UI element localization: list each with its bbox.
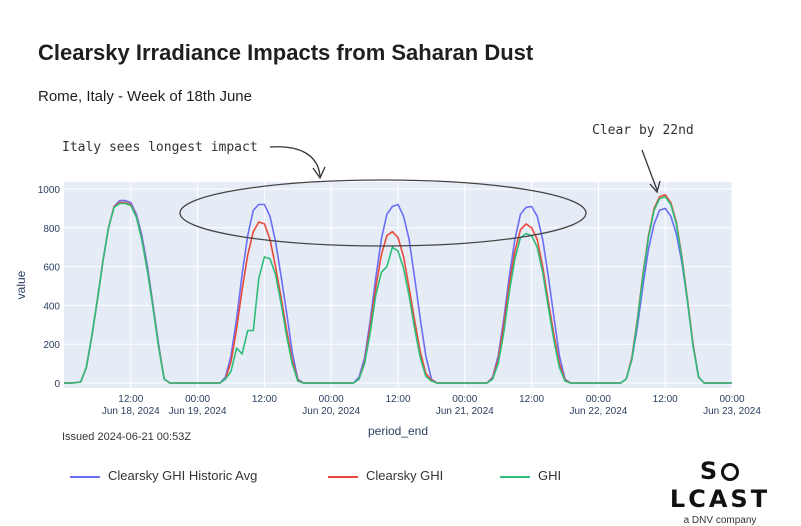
x-axis-label: period_end bbox=[368, 424, 428, 438]
logo-letter-s: S bbox=[699, 457, 721, 485]
chart-subtitle: Rome, Italy - Week of 18th June bbox=[38, 88, 252, 105]
legend-label-clearsky: Clearsky GHI bbox=[366, 468, 444, 483]
x-tick-label: 00:00 bbox=[319, 394, 344, 405]
issued-timestamp: Issued 2024-06-21 00:53Z bbox=[62, 431, 192, 443]
legend-swatch-ghi bbox=[500, 475, 530, 478]
x-tick-label: 00:00 bbox=[185, 394, 210, 405]
x-tick-date-label: Jun 21, 2024 bbox=[436, 406, 494, 417]
x-tick-date-label: Jun 19, 2024 bbox=[169, 406, 227, 417]
x-tick-label: 12:00 bbox=[385, 394, 410, 405]
y-tick-label: 200 bbox=[43, 340, 60, 351]
x-tick-label: 12:00 bbox=[653, 394, 678, 405]
y-tick-label: 0 bbox=[54, 379, 60, 390]
annotation-arrow-longest bbox=[269, 146, 321, 177]
x-tick-date-label: Jun 22, 2024 bbox=[569, 406, 627, 417]
x-tick-label: 00:00 bbox=[586, 394, 611, 405]
grid-lines bbox=[64, 182, 733, 388]
legend-item-clearsky[interactable]: Clearsky GHI bbox=[328, 468, 443, 483]
chart-title: Clearsky Irradiance Impacts from Saharan… bbox=[38, 40, 534, 65]
legend-item-historic[interactable]: Clearsky GHI Historic Avg bbox=[70, 468, 257, 483]
annotation-clear-by-22nd: Clear by 22nd bbox=[592, 123, 694, 138]
y-tick-labels: 0 200 400 600 800 1000 bbox=[38, 185, 61, 390]
x-tick-date-label: Jun 20, 2024 bbox=[302, 406, 360, 417]
legend-label-historic: Clearsky GHI Historic Avg bbox=[108, 468, 258, 483]
y-tick-label: 800 bbox=[43, 224, 60, 235]
y-tick-label: 1000 bbox=[38, 185, 61, 196]
legend-swatch-historic bbox=[70, 475, 100, 478]
x-tick-label: 00:00 bbox=[719, 394, 744, 405]
legend-label-ghi: GHI bbox=[538, 468, 562, 483]
x-tick-label: 12:00 bbox=[118, 394, 143, 405]
y-tick-label: 400 bbox=[43, 301, 60, 312]
sun-icon bbox=[721, 463, 740, 481]
series-lines bbox=[64, 194, 732, 384]
y-tick-label: 600 bbox=[43, 263, 60, 274]
legend-item-ghi[interactable]: GHI bbox=[500, 468, 561, 483]
x-tick-date-label: Jun 18, 2024 bbox=[102, 406, 160, 417]
legend-swatch-clearsky bbox=[328, 475, 358, 478]
annotation-arrowhead-longest bbox=[312, 166, 326, 180]
x-tick-label: 00:00 bbox=[452, 394, 477, 405]
x-tick-label: 12:00 bbox=[519, 394, 544, 405]
logo-wordmark: SLCAST bbox=[660, 457, 780, 513]
series-line-ghi bbox=[64, 196, 732, 384]
logo-tagline: a DNV company bbox=[683, 515, 757, 526]
x-tick-date-label: Jun 23, 2024 bbox=[703, 406, 761, 417]
annotation-arrow-clear bbox=[641, 149, 658, 191]
solcast-logo: SLCAST a DNV company bbox=[660, 457, 780, 526]
annotation-longest-impact: Italy sees longest impact bbox=[62, 140, 258, 155]
impact-ellipse bbox=[179, 179, 587, 247]
y-axis-label: value bbox=[14, 270, 28, 299]
x-tick-label: 12:00 bbox=[252, 394, 277, 405]
annotation-arrowhead-clear bbox=[649, 180, 661, 194]
logo-letters: LCAST bbox=[669, 485, 771, 513]
